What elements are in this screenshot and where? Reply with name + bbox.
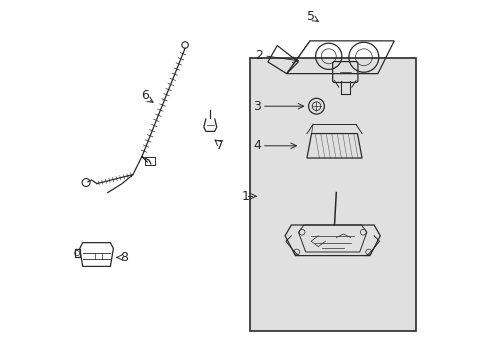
Text: 7: 7 <box>216 139 224 152</box>
Text: 8: 8 <box>120 251 128 264</box>
Text: 1: 1 <box>241 190 249 203</box>
Text: 4: 4 <box>253 139 261 152</box>
Text: 6: 6 <box>141 89 149 102</box>
Text: 5: 5 <box>306 10 314 23</box>
Bar <box>249 58 415 331</box>
Text: 2: 2 <box>254 49 263 62</box>
Text: 3: 3 <box>253 100 261 113</box>
